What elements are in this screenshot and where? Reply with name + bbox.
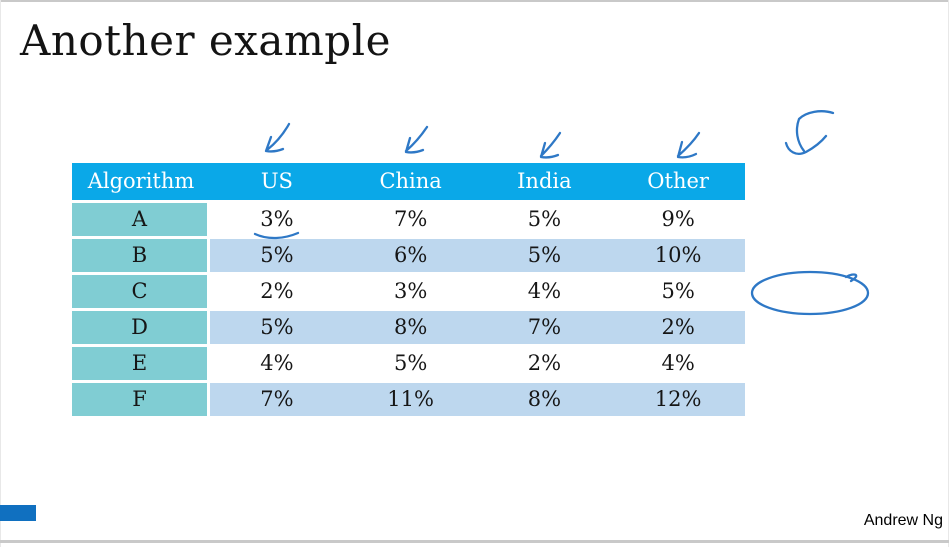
table-row-d: D 5% 8% 7% 2%: [72, 311, 745, 344]
value-cell-china: 6%: [393, 243, 428, 267]
table-row-c: C 2% 3% 4% 5%: [72, 275, 745, 308]
value-cell-india: 5%: [527, 207, 562, 231]
slide-top-border: [0, 0, 949, 2]
value-cell-india: 2%: [527, 351, 562, 375]
value-cell-us: 7%: [260, 387, 294, 411]
table-row-a: A 3% 7% 5% 9%: [72, 203, 745, 236]
row-values-band: 7% 11% 8% 12%: [210, 383, 745, 416]
algorithm-cell: C: [72, 275, 207, 308]
value-cell-us: 5%: [260, 315, 294, 339]
column-header-china: China: [379, 169, 442, 193]
value-cell-china: 5%: [393, 351, 428, 375]
value-cell-india: 5%: [527, 243, 562, 267]
row-values-band: 3% 7% 5% 9%: [210, 203, 745, 236]
value-cell-india: 7%: [527, 315, 562, 339]
algorithm-cell: A: [72, 203, 207, 236]
column-header-other: Other: [647, 169, 709, 193]
table-row-b: B 5% 6% 5% 10%: [72, 239, 745, 272]
algorithm-cell: E: [72, 347, 207, 380]
column-header-us: US: [260, 169, 293, 193]
value-cell-other: 5%: [661, 279, 695, 303]
slide-left-border: [0, 0, 1, 547]
slide-bottom-border: [0, 540, 949, 543]
algorithm-cell: F: [72, 383, 207, 416]
row-values-band: 5% 8% 7% 2%: [210, 311, 745, 344]
table-row-e: E 4% 5% 2% 4%: [72, 347, 745, 380]
handdrawn-arrow-china-icon: [404, 125, 429, 154]
value-cell-other: 9%: [661, 207, 695, 231]
column-header-algorithm: Algorithm: [87, 169, 195, 193]
value-cell-china: 3%: [393, 279, 428, 303]
slide-title: Another example: [20, 16, 391, 65]
handdrawn-arrow-other-icon: [676, 131, 701, 159]
algorithm-cell: D: [72, 311, 207, 344]
slide-accent-bar: [0, 505, 36, 521]
value-cell-other: 12%: [654, 387, 702, 411]
algorithm-cell: B: [72, 239, 207, 272]
value-cell-china: 7%: [393, 207, 428, 231]
handdrawn-arrow-india-icon: [539, 131, 562, 159]
handdrawn-ellipse: [750, 270, 870, 316]
handdrawn-ellipse-tail: [844, 273, 858, 283]
value-cell-us: 3%: [260, 207, 294, 231]
value-cell-other: 2%: [661, 315, 695, 339]
table-header-row: Algorithm US China India Other: [72, 163, 745, 200]
value-cell-china: 8%: [393, 315, 428, 339]
value-cell-us: 5%: [260, 243, 294, 267]
handdrawn-large-arrow-icon: [784, 110, 835, 155]
table-row-f: F 7% 11% 8% 12%: [72, 383, 745, 416]
table-body: A 3% 7% 5% 9% B 5% 6% 5% 10% C 2% 3% 4% 5% D 5% 8% 7% 2% E 4%…: [72, 203, 745, 416]
row-values-band: 2% 3% 4% 5%: [210, 275, 745, 308]
data-table: Algorithm US China India Other A 3% 7% 5% 9% B 5% 6…: [72, 163, 745, 416]
value-cell-other: 10%: [654, 243, 702, 267]
value-cell-us: 2%: [260, 279, 294, 303]
row-values-band: 4% 5% 2% 4%: [210, 347, 745, 380]
value-cell-india: 4%: [527, 279, 562, 303]
column-header-india: India: [517, 169, 572, 193]
value-cell-india: 8%: [527, 387, 562, 411]
author-credit: Andrew Ng: [863, 512, 943, 529]
handdrawn-arrow-us-icon: [264, 122, 291, 153]
value-cell-china: 11%: [387, 387, 434, 411]
row-values-band: 5% 6% 5% 10%: [210, 239, 745, 272]
value-cell-us: 4%: [260, 351, 294, 375]
value-cell-other: 4%: [661, 351, 695, 375]
